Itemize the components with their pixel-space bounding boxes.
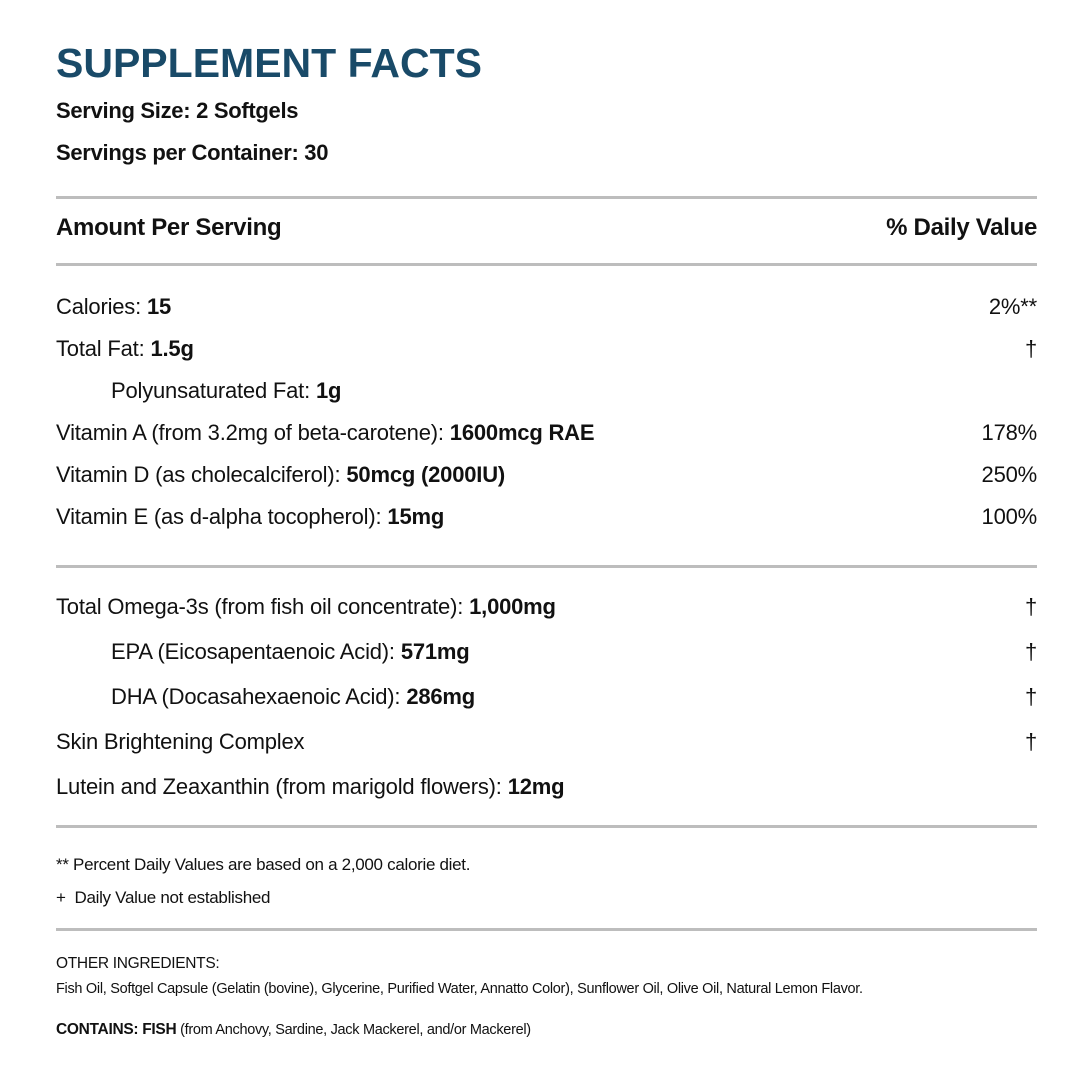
nutrient: Vitamin E (as d-alpha tocopherol): 15mg [56, 504, 444, 530]
nutrient-label: Total Fat: [56, 336, 145, 361]
nutrient-section: Total Omega-3s (from fish oil concentrat… [56, 584, 1037, 809]
nutrient: Lutein and Zeaxanthin (from marigold flo… [56, 773, 565, 800]
nutrient-label: Skin Brightening Complex [56, 728, 305, 754]
nutrient: Skin Brightening Complex [56, 728, 305, 755]
nutrient-row: Polyunsaturated Fat: 1g [56, 370, 1037, 412]
daily-value: † [1024, 728, 1037, 754]
nutrient-label: Vitamin A (from 3.2mg of beta-carotene): [56, 420, 444, 445]
table-header: Amount Per Serving % Daily Value [56, 214, 1037, 242]
nutrient-row: Total Omega-3s (from fish oil concentrat… [56, 584, 1037, 629]
nutrient-section: Calories: 15 2%** Total Fat: 1.5g † Polyunsatu… [56, 286, 1037, 538]
nutrient-amount: 50mcg (2000IU) [346, 462, 506, 487]
nutrient-label: Vitamin E (as d-alpha tocopherol): [56, 504, 382, 529]
divider [56, 928, 1037, 931]
nutrient-label: EPA (Eicosapentaenoic Acid): [111, 638, 395, 664]
divider [56, 565, 1037, 568]
daily-value: † [1024, 336, 1037, 361]
nutrient-row: DHA (Docasahexaenoic Acid): 286mg † [56, 674, 1037, 719]
nutrient: EPA (Eicosapentaenoic Acid): 571mg [56, 639, 470, 665]
contains: CONTAINS: FISH (from Anchovy, Sardine, J… [56, 1021, 1037, 1039]
footnote: ** Percent Daily Values are based on a 2… [56, 855, 471, 874]
footnote: + Daily Value not established [56, 888, 271, 907]
nutrient-row: EPA (Eicosapentaenoic Acid): 571mg † [56, 629, 1037, 674]
nutrient-label: Polyunsaturated Fat: [111, 378, 311, 403]
nutrient-amount: 15 [147, 294, 172, 319]
nutrient-row: Total Fat: 1.5g † [56, 328, 1037, 370]
amount-header: Amount Per Serving [56, 214, 282, 241]
nutrient-row: Vitamin A (from 3.2mg of beta-carotene):… [56, 412, 1037, 454]
title: SUPPLEMENT FACTS [56, 40, 482, 86]
contains-text: (from Anchovy, Sardine, Jack Mackerel, a… [180, 1022, 531, 1038]
nutrient-amount: 12mg [507, 773, 565, 799]
nutrient-amount: 286mg [406, 683, 476, 709]
nutrient-label: DHA (Docasahexaenoic Acid): [111, 683, 401, 709]
nutrient-amount: 571mg [400, 638, 470, 664]
daily-value: 178% [981, 420, 1038, 445]
daily-value: 250% [981, 462, 1038, 487]
nutrient-label: Lutein and Zeaxanthin (from marigold flo… [56, 773, 502, 799]
daily-value: 2%** [988, 294, 1037, 319]
nutrient-row: Calories: 15 2%** [56, 286, 1037, 328]
daily-value: † [1024, 593, 1037, 619]
nutrient: Vitamin A (from 3.2mg of beta-carotene):… [56, 420, 595, 446]
nutrient: Polyunsaturated Fat: 1g [56, 378, 341, 404]
contains-label: CONTAINS: FISH [56, 1021, 177, 1038]
nutrient: Total Omega-3s (from fish oil concentrat… [56, 594, 556, 620]
other-ingredients-text: Fish Oil, Softgel Capsule (Gelatin (bovi… [56, 981, 863, 997]
nutrient-amount: 15mg [387, 504, 445, 529]
nutrient-row: Vitamin D (as cholecalciferol): 50mcg (20… [56, 454, 1037, 496]
nutrient-label: Calories: [56, 294, 142, 319]
nutrient: Calories: 15 [56, 294, 171, 320]
nutrient-amount: 1600mcg RAE [449, 420, 595, 445]
daily-value: 100% [981, 504, 1038, 529]
daily-value: † [1024, 683, 1037, 709]
nutrient-amount: 1.5g [150, 336, 194, 361]
nutrient: DHA (Docasahexaenoic Acid): 286mg [56, 684, 475, 710]
nutrient-row: Lutein and Zeaxanthin (from marigold flo… [56, 764, 1037, 809]
nutrient-amount: 1,000mg [469, 593, 556, 619]
nutrient: Total Fat: 1.5g [56, 336, 194, 362]
nutrient-row: Vitamin E (as d-alpha tocopherol): 15mg 10… [56, 496, 1037, 538]
other-ingredients-heading: OTHER INGREDIENTS: [56, 955, 220, 972]
daily-value: † [1024, 638, 1037, 664]
divider [56, 825, 1037, 828]
nutrient-amount: 1g [316, 378, 342, 403]
nutrient-label: Vitamin D (as cholecalciferol): [56, 462, 341, 487]
nutrient-label: Total Omega-3s (from fish oil concentrat… [56, 593, 464, 619]
daily-value-header: % Daily Value [886, 214, 1037, 241]
divider [56, 263, 1037, 266]
nutrient: Vitamin D (as cholecalciferol): 50mcg (20… [56, 462, 505, 488]
nutrient-row: Skin Brightening Complex † [56, 719, 1037, 764]
divider [56, 196, 1037, 199]
serving-size: Serving Size: 2 Softgels [56, 98, 299, 123]
servings-per-container: Servings per Container: 30 [56, 140, 329, 165]
